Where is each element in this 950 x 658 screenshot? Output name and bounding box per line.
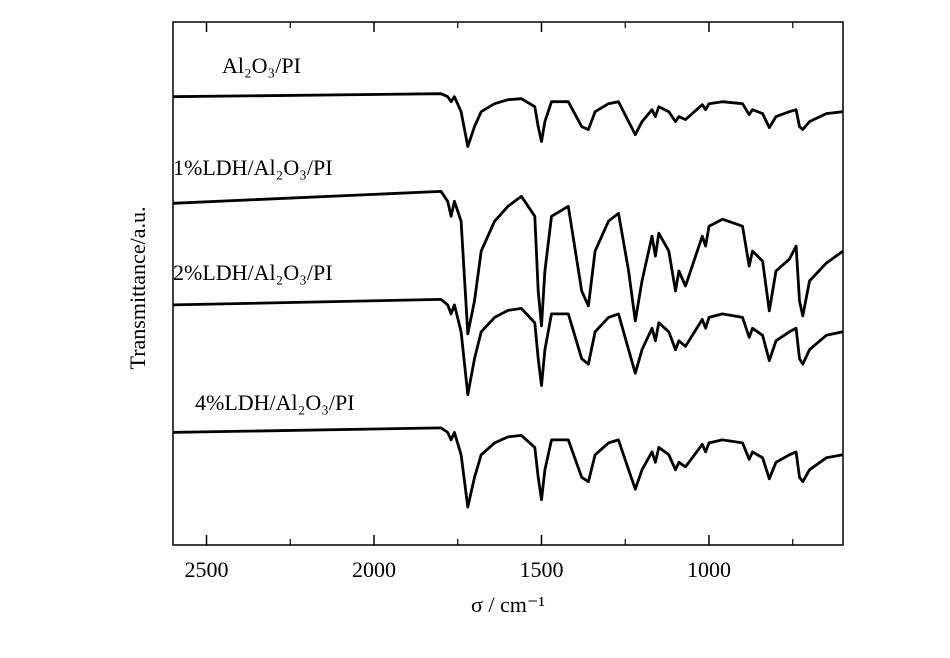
series-label: 2%LDH/Al₂O₃/PI <box>173 260 333 285</box>
series-label: 1%LDH/Al₂O₃/PI <box>173 155 333 180</box>
y-axis-label: Transmittance/a.u. <box>125 207 150 370</box>
spectrum-line <box>172 190 844 336</box>
series-label: 4%LDH/Al₂O₃/PI <box>195 390 355 415</box>
x-tick-label: 1000 <box>687 557 731 582</box>
x-tick-label: 1500 <box>520 557 564 582</box>
spectrum-line <box>172 426 844 509</box>
plot-frame <box>172 21 844 546</box>
x-tick-label: 2000 <box>352 557 396 582</box>
series-label: Al₂O₃/PI <box>222 53 301 78</box>
spectrum-line <box>172 298 844 396</box>
spectrum-line <box>172 92 844 148</box>
x-axis-label: σ / cm⁻¹ <box>471 592 545 617</box>
x-tick-label: 2500 <box>185 557 229 582</box>
